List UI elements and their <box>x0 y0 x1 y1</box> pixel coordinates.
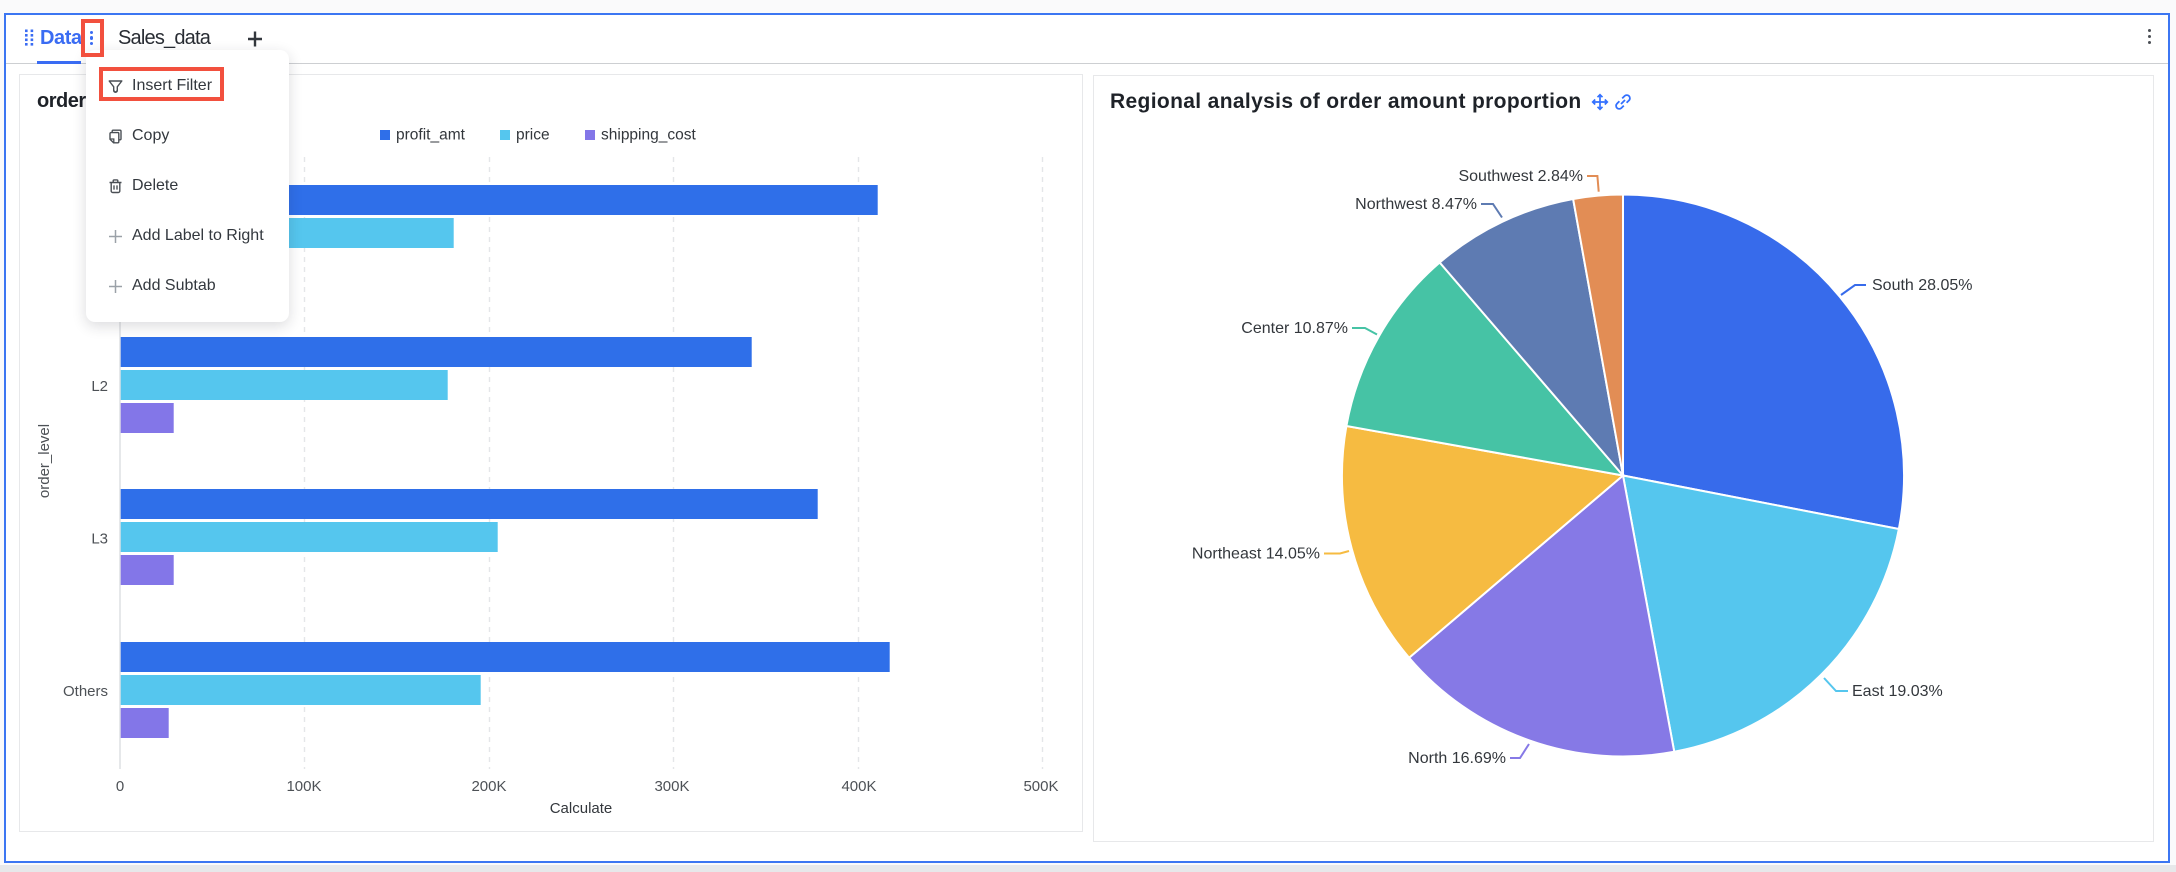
svg-text:0: 0 <box>116 778 124 795</box>
svg-text:order: order <box>37 90 86 112</box>
svg-text:Northeast 14.05%: Northeast 14.05% <box>1192 546 1320 563</box>
svg-text:500K: 500K <box>1023 778 1058 795</box>
svg-text:price: price <box>516 127 550 144</box>
svg-text:shipping_cost: shipping_cost <box>601 127 696 144</box>
svg-text:200K: 200K <box>471 778 506 795</box>
svg-text:Others: Others <box>63 683 108 700</box>
svg-text:L3: L3 <box>91 531 108 548</box>
svg-text:Regional analysis of order amo: Regional analysis of order amount propor… <box>1110 90 1582 113</box>
svg-text:300K: 300K <box>654 778 689 795</box>
svg-text:100K: 100K <box>286 778 321 795</box>
svg-text:East 19.03%: East 19.03% <box>1852 683 1943 700</box>
svg-text:order_level: order_level <box>36 424 53 498</box>
svg-text:400K: 400K <box>841 778 876 795</box>
svg-text:profit_amt: profit_amt <box>396 127 466 144</box>
svg-text:L2: L2 <box>91 378 108 395</box>
svg-text:Northwest 8.47%: Northwest 8.47% <box>1355 196 1477 213</box>
svg-text:Center 10.87%: Center 10.87% <box>1241 320 1348 337</box>
svg-text:South 28.05%: South 28.05% <box>1872 277 1973 294</box>
svg-text:North 16.69%: North 16.69% <box>1408 750 1506 767</box>
svg-text:Southwest 2.84%: Southwest 2.84% <box>1458 168 1583 185</box>
svg-text:Calculate: Calculate <box>550 800 613 817</box>
